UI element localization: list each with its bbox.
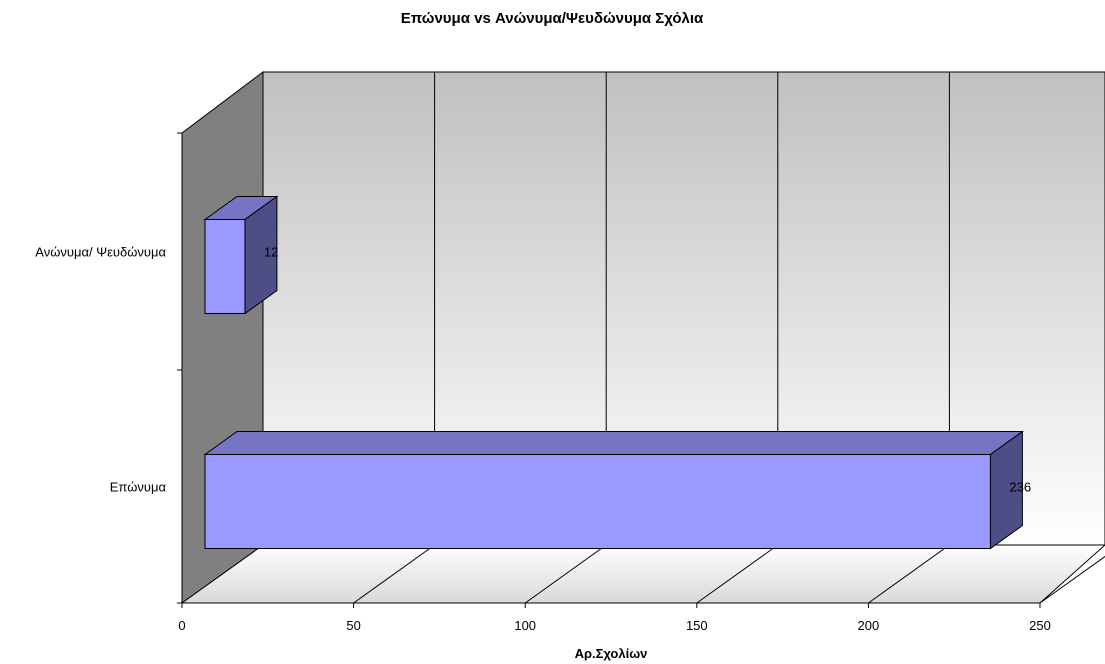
bar-front-face xyxy=(204,454,991,549)
bar-1: 236 xyxy=(203,430,1031,550)
bar-front-face xyxy=(204,219,246,314)
chart-title: Επώνυμα vs Ανώνυμα/Ψευδώνυμα Σχόλια xyxy=(401,10,704,27)
data-label: 12 xyxy=(264,245,278,260)
category-label: Επώνυμα xyxy=(110,480,167,495)
gridline-floor-150 xyxy=(696,544,779,604)
category-label: Ανώνυμα/ Ψευδώνυμα xyxy=(35,245,166,260)
x-tick-label: 100 xyxy=(514,618,536,633)
gridline-floor-200 xyxy=(868,544,950,604)
x-tick-label: 0 xyxy=(178,618,185,633)
bar-0: 12 xyxy=(203,195,279,315)
x-tick-label: 250 xyxy=(1029,618,1051,633)
x-tick-label: 50 xyxy=(346,618,360,633)
data-label: 236 xyxy=(1009,480,1031,495)
gridline-floor-250 xyxy=(1039,555,1105,604)
bars: 12 236 xyxy=(203,195,1031,550)
x-tick-labels: 0 50 100 150 200 250 xyxy=(178,603,1051,633)
gridline-floor-50 xyxy=(353,544,435,604)
floor xyxy=(180,544,1105,604)
x-tick-label: 150 xyxy=(686,618,708,633)
x-axis-title: Αρ.Σχολίων xyxy=(575,646,648,661)
x-tick-label: 200 xyxy=(858,618,880,633)
bar-top-face xyxy=(203,431,1024,455)
category-labels: Ανώνυμα/ Ψευδώνυμα Επώνυμα xyxy=(35,245,166,495)
gridline-floor-100 xyxy=(524,544,607,604)
